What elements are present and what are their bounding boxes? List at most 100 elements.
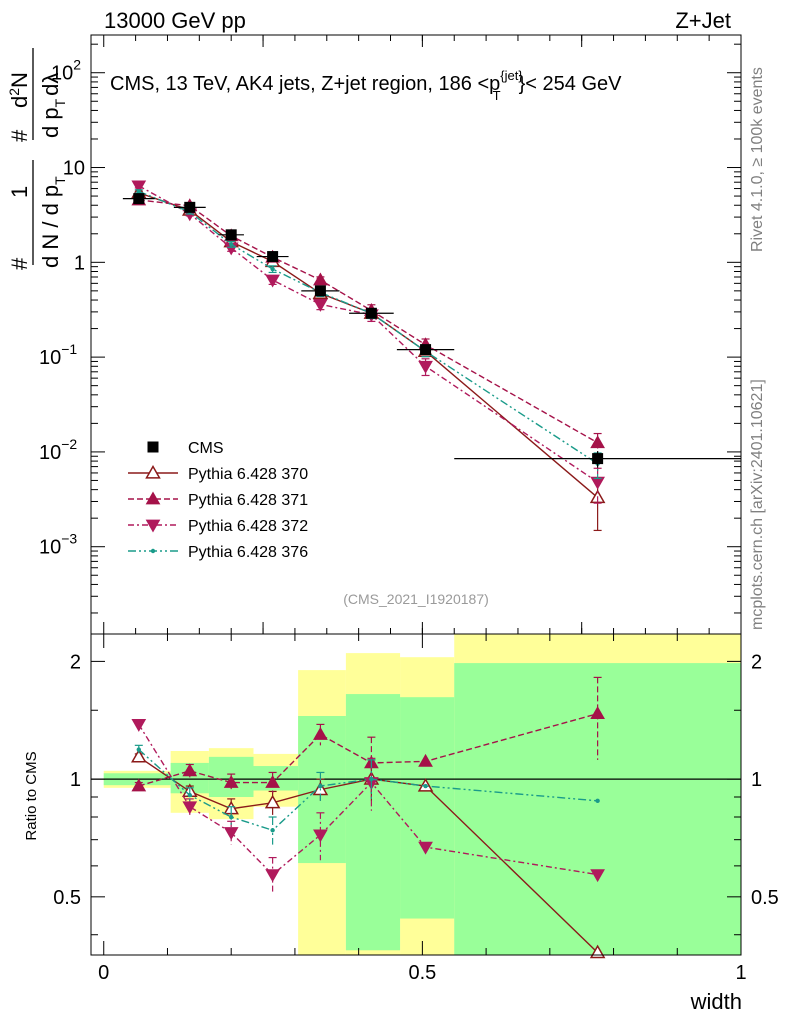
legend-marker <box>145 519 161 533</box>
svg-text:#: # <box>7 129 32 142</box>
data-point <box>365 307 377 319</box>
ratio-series-line <box>138 724 598 876</box>
legend-label: Pythia 6.428 370 <box>188 466 308 483</box>
main-y-tick-label: 10−3 <box>39 531 77 559</box>
uncertainty-band-green <box>400 697 455 919</box>
legend-label: Pythia 6.428 372 <box>188 518 308 535</box>
data-point <box>133 193 145 205</box>
svg-text:d pTdλ: d pTdλ <box>38 73 68 138</box>
legend-marker <box>145 464 161 479</box>
ratio-point <box>223 827 239 841</box>
series-point <box>313 299 328 312</box>
ratio-series-pythia-6.428-376 <box>134 744 600 845</box>
ratio-x-tick-label: 0.5 <box>408 962 436 984</box>
legend-entry: CMS <box>147 440 224 457</box>
ratio-point <box>270 828 275 833</box>
svg-text:d2N: d2N <box>6 72 32 108</box>
ratio-point <box>590 869 605 883</box>
ratio-point <box>369 776 374 782</box>
ratio-x-tick-label: 0 <box>98 962 109 984</box>
svg-text:#: # <box>7 257 32 270</box>
ratio-point <box>187 792 192 798</box>
ratio-y-tick-label-right: 0.5 <box>751 887 779 909</box>
series-pythia-6.428-371 <box>131 192 605 456</box>
legend-label: CMS <box>188 440 224 457</box>
data-point <box>267 251 279 263</box>
rivet-version-label: Rivet 4.1.0, ≥ 100k events <box>749 67 766 252</box>
series-pythia-6.428-376 <box>134 189 602 480</box>
main-plot-panel: 102 10 1 10−1 10−2 10−3 CMS, 13 TeV, AK4 jets… <box>39 34 742 635</box>
legend-marker <box>150 548 156 554</box>
ratio-point <box>228 814 234 820</box>
main-y-tick-label: 10 <box>63 158 85 180</box>
ratio-series-line <box>138 749 598 832</box>
ratio-y-tick-label: 0.5 <box>53 887 81 909</box>
x-axis-label: width <box>690 989 742 1014</box>
main-y-tick-label: 10−2 <box>39 436 77 464</box>
legend-entry: Pythia 6.428 372 <box>128 518 308 535</box>
ratio-point <box>313 829 328 843</box>
svg-text:1: 1 <box>7 186 32 198</box>
analysis-watermark: (CMS_2021_I1920187) <box>343 591 489 607</box>
ratio-point <box>265 869 280 883</box>
series-point <box>270 266 275 272</box>
ratio-plot-frame <box>90 633 742 956</box>
ratio-point <box>595 798 600 804</box>
series-point <box>136 189 141 194</box>
main-y-axis-label: # 1 d N / d pT # d2N d pTdλ <box>6 48 68 270</box>
legend-label: Pythia 6.428 371 <box>188 492 308 509</box>
data-point <box>314 285 326 297</box>
series-point <box>590 435 605 449</box>
ratio-point <box>131 748 147 763</box>
series-line <box>138 185 599 483</box>
ratio-point <box>136 747 141 752</box>
ratio-plot-panel: 2 2 1 1 0.5 0.5 0 0.5 1 Ratio to CMS width <box>23 633 779 1014</box>
main-plot-title: CMS, 13 TeV, AK4 jets, Z+jet region, 186… <box>110 68 622 103</box>
legend-marker <box>147 441 159 453</box>
main-y-tick-label: 1 <box>74 252 85 274</box>
ratio-point <box>418 841 433 855</box>
ratio-y-axis-label: Ratio to CMS <box>23 751 40 840</box>
legend-entry: Pythia 6.428 376 <box>128 544 308 561</box>
ratio-series-pythia-6.428-371 <box>131 676 605 794</box>
legend-entry: Pythia 6.428 370 <box>128 464 308 483</box>
series-point <box>418 360 433 374</box>
ratio-point <box>182 801 198 815</box>
uncertainty-band-green <box>345 694 401 951</box>
ratio-point <box>131 778 147 792</box>
legend: CMS Pythia 6.428 370 Pythia 6.428 371 Pythi… <box>128 440 308 561</box>
ratio-series-line <box>138 713 598 787</box>
header-energy: 13000 GeV pp <box>104 8 246 33</box>
mcplots-label: mcplots.cern.ch [arXiv:2401.10621] <box>749 379 766 630</box>
data-point <box>420 344 432 356</box>
data-point <box>225 229 237 241</box>
series-point <box>313 272 328 286</box>
legend-label: Pythia 6.428 376 <box>188 544 308 561</box>
ratio-point <box>418 753 433 767</box>
legend-entry: Pythia 6.428 371 <box>128 491 308 509</box>
main-y-tick-label: 10−1 <box>39 341 77 369</box>
ratio-y-tick-label-right: 1 <box>751 769 762 791</box>
ratio-y-tick-label: 1 <box>70 769 81 791</box>
ratio-point <box>182 763 198 777</box>
ratio-point <box>131 719 147 732</box>
data-point <box>184 201 196 213</box>
ratio-point <box>423 783 428 789</box>
svg-text:d N / d pT: d N / d pT <box>38 176 68 268</box>
ratio-point <box>590 706 605 720</box>
ratio-point <box>318 783 323 789</box>
ratio-x-tick-label: 1 <box>735 962 746 984</box>
series-point <box>228 242 234 247</box>
ratio-point <box>265 775 280 788</box>
series-cms-data <box>122 193 741 468</box>
data-point <box>592 453 604 465</box>
header-process: Z+Jet <box>675 8 731 33</box>
series-point <box>265 274 280 288</box>
ratio-point <box>264 794 281 809</box>
main-y-tick-label: 102 <box>51 57 81 85</box>
ratio-y-tick-label: 2 <box>70 651 81 673</box>
series-point <box>131 180 147 194</box>
ratio-point <box>313 727 328 740</box>
legend-marker <box>145 491 161 505</box>
